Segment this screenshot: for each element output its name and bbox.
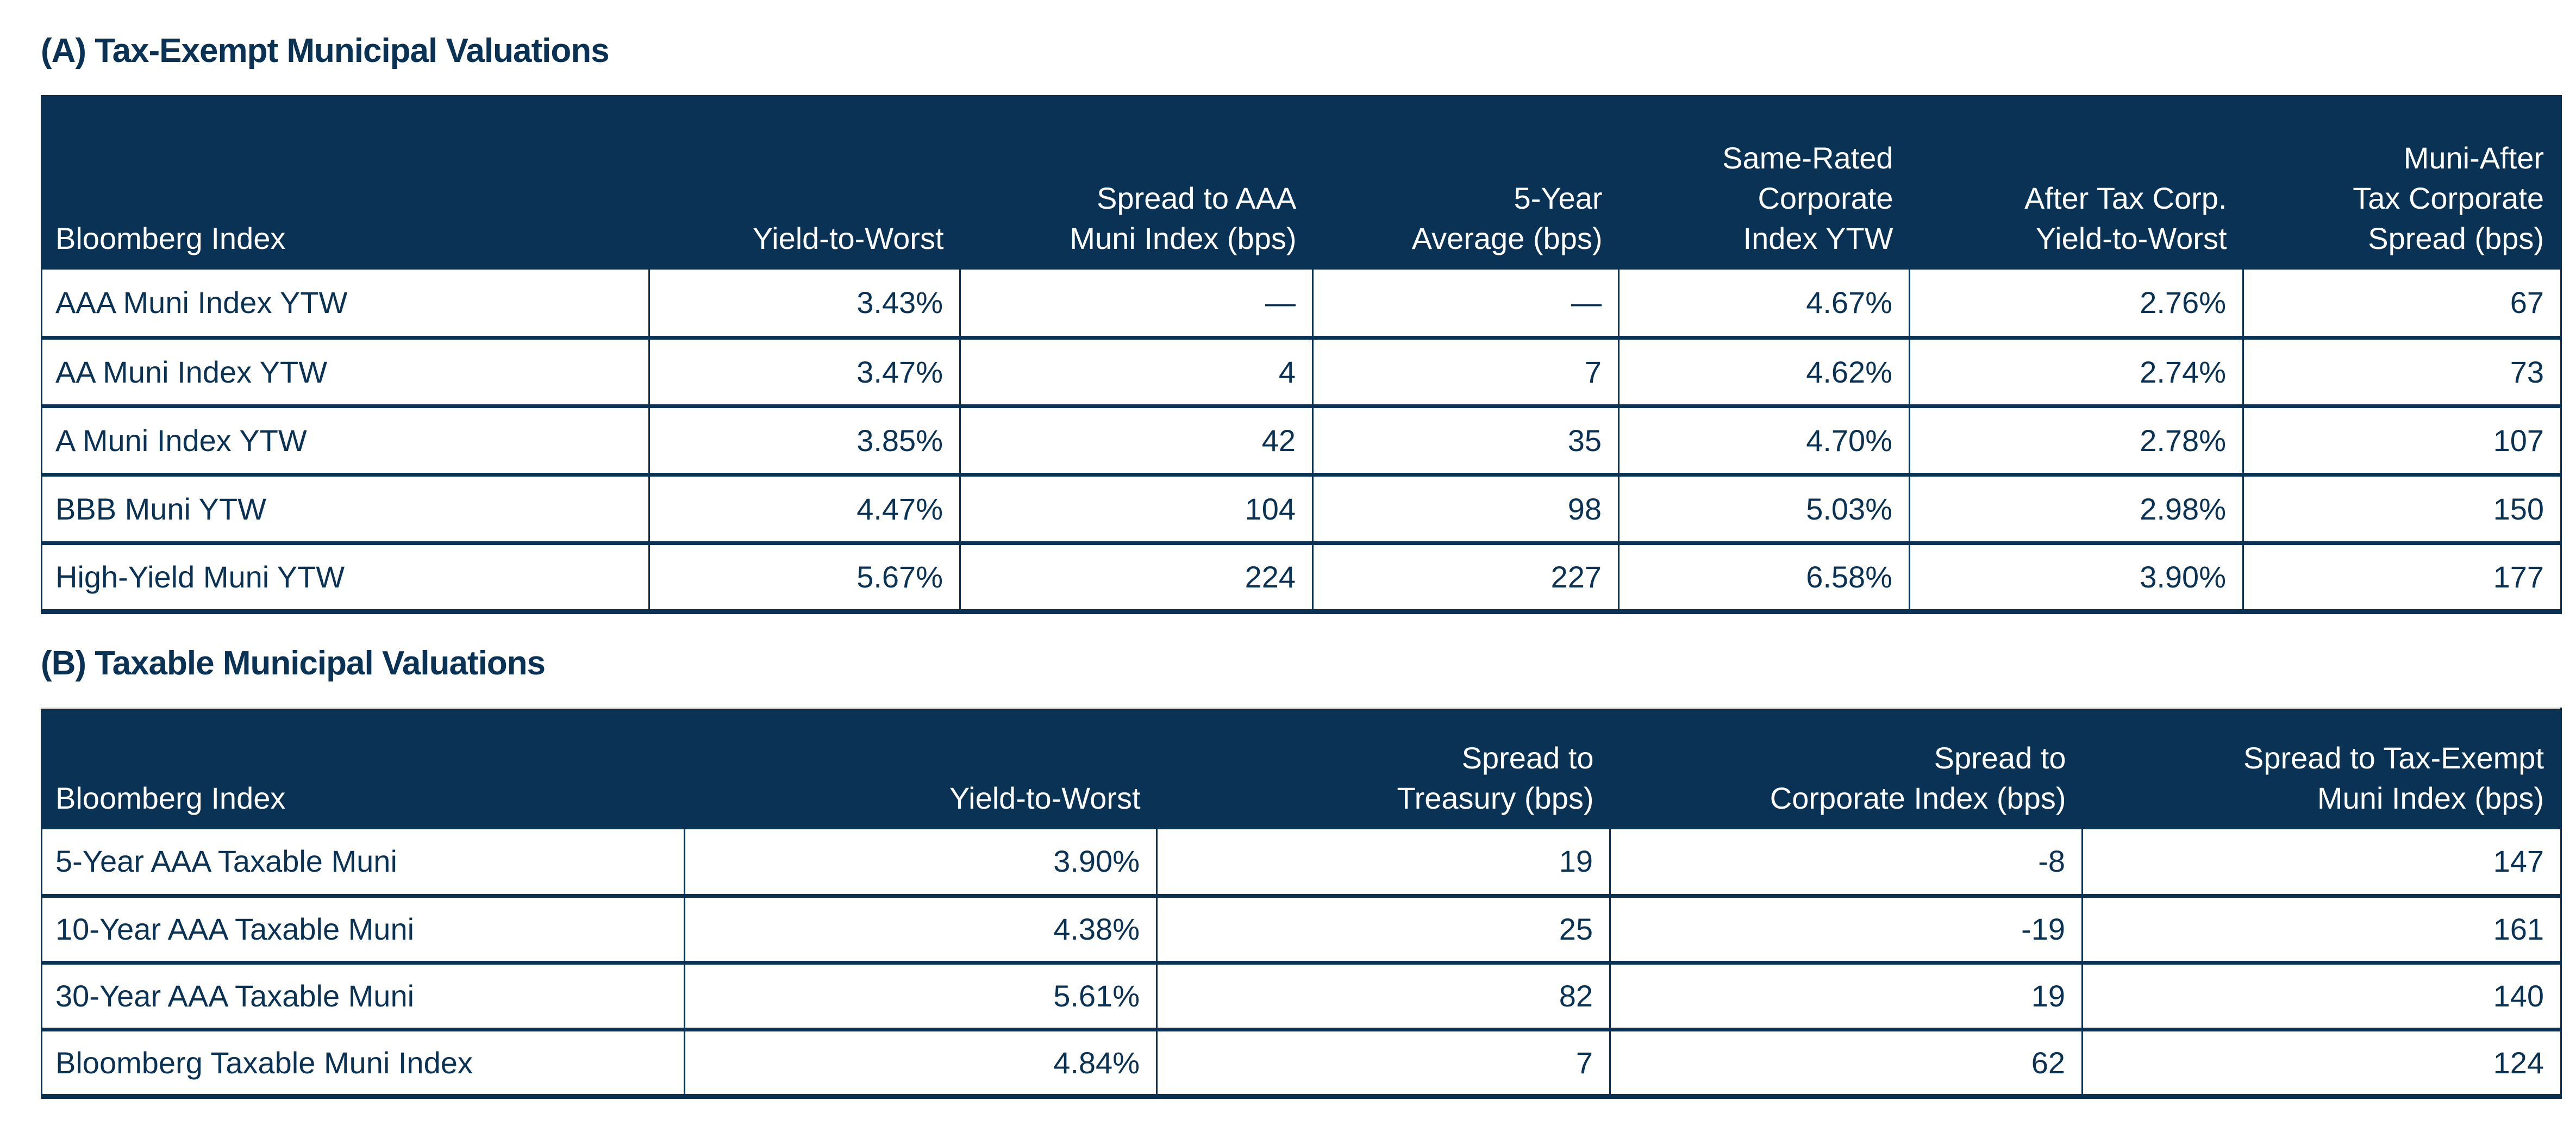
column-header: After Tax Corp. Yield-to-Worst <box>1909 96 2243 270</box>
cell: 107 <box>2242 404 2562 475</box>
cell: A Muni Index YTW <box>41 404 650 475</box>
column-header: 5-Year Average (bps) <box>1312 96 1619 270</box>
cell: 3.85% <box>648 404 961 475</box>
cell: 3.43% <box>648 269 961 338</box>
cell: 4.67% <box>1618 269 1910 338</box>
column-header: Spread to Treasury (bps) <box>1156 708 1610 829</box>
header-row: Bloomberg Index Yield-to-Worst Spread to… <box>41 96 2561 270</box>
table-row: 5-Year AAA Taxable Muni 3.90% 19 -8 147 <box>41 829 2562 896</box>
cell: 10-Year AAA Taxable Muni <box>41 894 685 963</box>
table-row: AA Muni Index YTW 3.47% 4 7 4.62% 2.74% … <box>41 336 2562 406</box>
cell: 161 <box>2081 894 2562 963</box>
cell: 30-Year AAA Taxable Muni <box>41 961 685 1030</box>
cell: 7 <box>1156 1028 1611 1097</box>
column-header: Spread to AAA Muni Index (bps) <box>960 96 1313 270</box>
cell: Bloomberg Taxable Muni Index <box>41 1028 685 1097</box>
cell: 19 <box>1609 961 2083 1030</box>
table-row: High-Yield Muni YTW 5.67% 224 227 6.58% … <box>41 541 2562 612</box>
cell: AA Muni Index YTW <box>41 336 650 406</box>
table-row: BBB Muni YTW 4.47% 104 98 5.03% 2.98% 15… <box>41 473 2562 543</box>
cell: 104 <box>959 473 1314 543</box>
column-header: Yield-to-Worst <box>684 708 1157 829</box>
column-header: Bloomberg Index <box>41 96 649 270</box>
cell: 4.84% <box>684 1028 1158 1097</box>
column-header: Spread to Tax-Exempt Muni Index (bps) <box>2082 708 2561 829</box>
tax-exempt-valuations-table: Bloomberg Index Yield-to-Worst Spread to… <box>41 95 2562 614</box>
cell: AAA Muni Index YTW <box>41 269 650 338</box>
cell: 6.58% <box>1618 541 1910 612</box>
column-header: Muni-After Tax Corporate Spread (bps) <box>2243 96 2561 270</box>
taxable-valuations-table: Bloomberg Index Yield-to-Worst Spread to… <box>41 708 2562 1099</box>
cell: 3.47% <box>648 336 961 406</box>
cell: 42 <box>959 404 1314 475</box>
cell: -19 <box>1609 894 2083 963</box>
cell: 73 <box>2242 336 2562 406</box>
cell: — <box>959 269 1314 338</box>
cell: 3.90% <box>1909 541 2244 612</box>
cell: 227 <box>1312 541 1620 612</box>
cell: 4.70% <box>1618 404 1910 475</box>
cell: 4.38% <box>684 894 1158 963</box>
cell: 5.03% <box>1618 473 1910 543</box>
table-row: Bloomberg Taxable Muni Index 4.84% 7 62 … <box>41 1028 2562 1097</box>
cell: 67 <box>2242 269 2562 338</box>
cell: 2.76% <box>1909 269 2244 338</box>
section-a-title: (A) Tax-Exempt Municipal Valuations <box>41 32 610 70</box>
cell: 2.78% <box>1909 404 2244 475</box>
column-header: Spread to Corporate Index (bps) <box>1610 708 2083 829</box>
cell: 82 <box>1156 961 1611 1030</box>
table-row: AAA Muni Index YTW 3.43% — — 4.67% 2.76%… <box>41 269 2562 338</box>
cell: 124 <box>2081 1028 2562 1097</box>
column-header: Bloomberg Index <box>41 708 685 829</box>
cell: 4.47% <box>648 473 961 543</box>
cell: 177 <box>2242 541 2562 612</box>
header-row: Bloomberg Index Yield-to-Worst Spread to… <box>41 708 2561 829</box>
table-row: 10-Year AAA Taxable Muni 4.38% 25 -19 16… <box>41 894 2562 963</box>
column-header: Same-Rated Corporate Index YTW <box>1618 96 1910 270</box>
cell: 3.90% <box>684 829 1158 896</box>
cell: 2.74% <box>1909 336 2244 406</box>
table-row: A Muni Index YTW 3.85% 42 35 4.70% 2.78%… <box>41 404 2562 475</box>
cell: 5.61% <box>684 961 1158 1030</box>
cell: 62 <box>1609 1028 2083 1097</box>
table-row: 30-Year AAA Taxable Muni 5.61% 82 19 140 <box>41 961 2562 1030</box>
cell: 4.62% <box>1618 336 1910 406</box>
cell: 140 <box>2081 961 2562 1030</box>
cell: 5-Year AAA Taxable Muni <box>41 829 685 896</box>
section-b-title: (B) Taxable Municipal Valuations <box>41 645 546 682</box>
cell: 19 <box>1156 829 1611 896</box>
cell: -8 <box>1609 829 2083 896</box>
cell: 150 <box>2242 473 2562 543</box>
cell: BBB Muni YTW <box>41 473 650 543</box>
cell: 98 <box>1312 473 1620 543</box>
cell: 2.98% <box>1909 473 2244 543</box>
cell: 224 <box>959 541 1314 612</box>
cell: 25 <box>1156 894 1611 963</box>
cell: — <box>1312 269 1620 338</box>
cell: 35 <box>1312 404 1620 475</box>
cell: High-Yield Muni YTW <box>41 541 650 612</box>
cell: 7 <box>1312 336 1620 406</box>
cell: 5.67% <box>648 541 961 612</box>
cell: 4 <box>959 336 1314 406</box>
cell: 147 <box>2081 829 2562 896</box>
column-header: Yield-to-Worst <box>649 96 960 270</box>
